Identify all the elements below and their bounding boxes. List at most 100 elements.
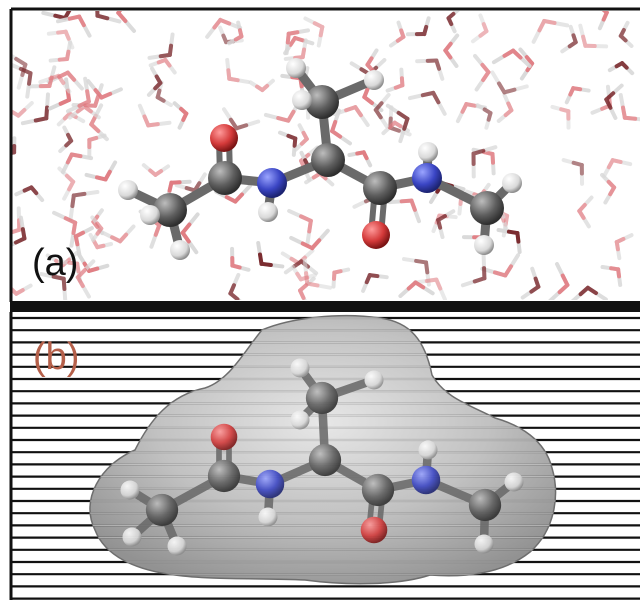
oxygen-atom [362,221,390,249]
nitrogen-atom [255,469,285,499]
water-molecule [100,224,136,244]
hydrogen-atom [504,472,524,492]
water-molecule [331,267,351,289]
water-molecule [385,103,410,144]
water-molecule [38,73,72,94]
water-molecule [564,86,591,105]
water-molecule [413,277,447,300]
water-molecule [146,66,163,97]
water-molecule [12,215,27,247]
water-molecule [475,103,493,130]
hydrogen-atom [258,202,278,222]
hydrogen-atom [290,410,310,430]
nitrogen-atom [411,465,441,495]
hydrogen-atom [502,173,522,193]
water-molecule [290,264,317,282]
water-molecule [473,53,491,92]
water-molecule [12,136,17,155]
water-molecule [20,92,50,126]
panel-a-water-box [9,7,640,302]
carbon-atom [470,191,504,225]
water-molecule [570,285,608,300]
water-molecule [222,107,261,131]
water-molecule [227,20,244,46]
water-molecule [491,48,532,68]
hydrogen-atom [474,534,494,554]
water-molecule [73,226,94,257]
water-molecule [600,265,623,287]
water-molecule [490,70,529,95]
water-molecule [531,18,570,44]
water-molecule [602,158,633,178]
dipeptide-ball-and-stick-a [118,58,522,260]
water-molecule [56,14,92,38]
panel-label-b: (b) [33,336,80,378]
hydrogen-atom [418,142,438,162]
water-molecule [277,130,298,157]
carbon-atom [207,459,241,493]
water-molecule [39,272,68,300]
water-molecule [205,17,243,39]
water-molecule [48,40,73,63]
water-molecules [12,11,640,300]
water-molecule [86,79,123,100]
water-molecule [560,24,578,54]
water-molecule [68,190,100,222]
hydrogen-atom [290,358,310,378]
oxygen-atom [210,124,238,152]
oxygen-atom [210,423,238,451]
panel-separator [10,301,640,312]
hydrogen-atom [140,205,160,225]
water-molecule [141,163,171,177]
hydrogen-atom [118,180,138,200]
hydrogen-atom [418,440,438,460]
water-molecule [84,160,118,182]
water-molecule [480,253,521,278]
water-molecule [388,20,406,48]
water-molecule [57,166,76,201]
carbon-atom [361,473,395,507]
water-molecule [60,152,94,175]
water-molecule [607,61,635,76]
water-molecule [248,78,275,93]
carbon-atom [208,161,242,195]
water-molecule [147,32,175,60]
water-molecule [381,120,410,136]
hydrogen-atom [286,58,306,78]
water-molecule [283,38,308,61]
water-molecule [330,108,352,146]
hydrogen-atom [170,240,190,260]
water-molecule [470,13,489,44]
water-molecule [597,11,609,31]
water-molecule [614,233,634,261]
water-molecule [436,209,456,240]
water-molecule [289,228,330,251]
water-molecule [460,253,487,288]
water-molecule [174,172,207,193]
hydrogen-atom [167,536,187,556]
carbon-atom [363,171,397,205]
water-molecule [387,198,421,224]
water-molecule [287,208,313,247]
carbon-atom [305,381,339,415]
water-molecule [618,20,634,48]
water-molecule [361,273,389,293]
water-molecule [284,28,310,56]
carbon-atom [468,488,502,522]
water-molecule [471,145,498,179]
carbon-atom [308,443,342,477]
water-molecule [443,33,460,68]
water-molecule [496,227,522,255]
hydrogen-atom [258,507,278,527]
water-molecule [14,185,45,203]
water-molecule [303,16,325,48]
water-molecule [561,158,585,186]
water-molecule [58,125,74,154]
panel-label-a: (a) [32,242,79,284]
water-molecule [471,147,496,176]
hydrogen-atom [292,90,312,110]
water-molecule [12,283,33,296]
water-molecule [398,280,435,298]
water-molecule [578,23,609,49]
